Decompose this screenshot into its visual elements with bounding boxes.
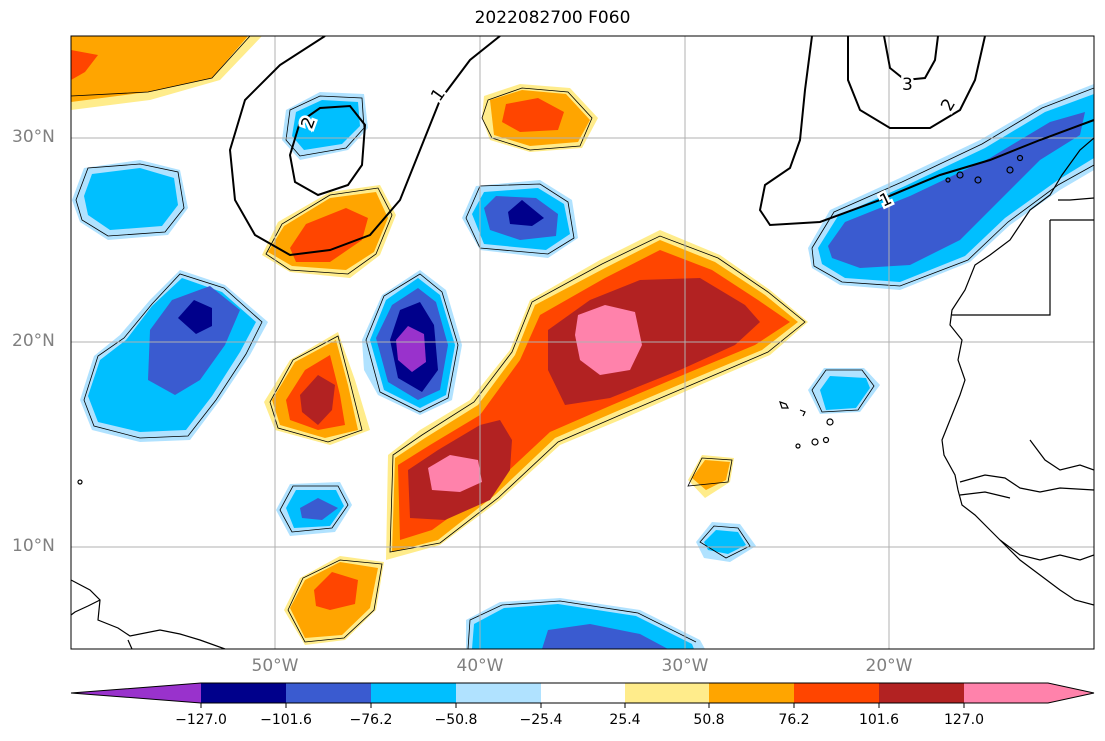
colorbar-tick-label: −127.0 xyxy=(175,712,227,728)
contour-label: 3 xyxy=(902,75,913,95)
colorbar-tick-label: 76.2 xyxy=(778,712,810,728)
lon-label: 40°W xyxy=(456,656,504,676)
map-plot-area: 1 1 2 2 1 1 2 2 3 3 xyxy=(71,36,1094,649)
lat-label: 30°N xyxy=(12,127,55,147)
colorbar-tick-label: 25.4 xyxy=(609,712,641,728)
positive-anomaly-band xyxy=(386,230,808,560)
colorbar-tick-label: 50.8 xyxy=(693,712,725,728)
lat-label: 20°N xyxy=(12,331,55,351)
lon-label: 20°W xyxy=(865,656,913,676)
contour-lines xyxy=(228,36,1094,257)
colorbar-tick-label: −101.6 xyxy=(260,712,312,728)
colorbar xyxy=(70,682,1095,708)
map-frame xyxy=(70,35,1095,650)
colorbar-tick-label: −50.8 xyxy=(434,712,478,728)
islands xyxy=(77,154,1024,485)
positive-anomaly-cells xyxy=(71,36,734,645)
colorbar-tick-label: −25.4 xyxy=(519,712,563,728)
map-title: 2022082700 F060 xyxy=(474,8,631,28)
colorbar-tick-label: 127.0 xyxy=(943,712,985,728)
colorbar-tick-label: 101.6 xyxy=(858,712,900,728)
lon-label: 50°W xyxy=(251,656,299,676)
lon-label: 30°W xyxy=(661,656,709,676)
coastlines xyxy=(71,137,1094,649)
lat-label: 10°N xyxy=(12,536,55,556)
negative-anomaly-cells xyxy=(72,84,1094,649)
contour-label: 3 xyxy=(902,75,913,95)
colorbar-tick-label: −76.2 xyxy=(349,712,393,728)
gridlines xyxy=(71,36,1094,649)
